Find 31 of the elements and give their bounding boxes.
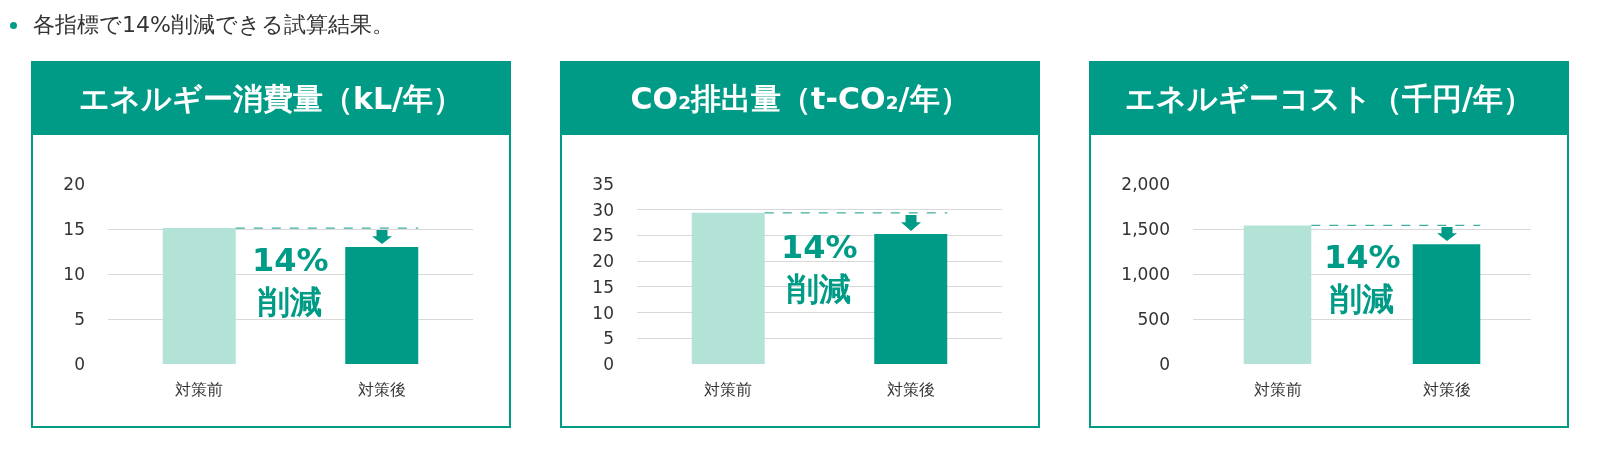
chart-title: エネルギー消費量（kL/年） <box>33 63 509 135</box>
x-tick-label: 対策前 <box>1253 380 1302 399</box>
y-tick-label: 1,500 <box>1121 218 1170 239</box>
annotation: 14% 削減 <box>252 241 329 321</box>
x-tick-label: 対策後 <box>886 380 935 399</box>
y-tick-label: 10 <box>63 263 85 284</box>
x-tick-label: 対策後 <box>357 380 406 399</box>
y-tick-label: 0 <box>603 353 614 374</box>
y-tick-label: 10 <box>592 302 614 323</box>
y-tick-label: 2,000 <box>1121 173 1170 194</box>
chart-title: CO₂排出量（t-CO₂/年） <box>562 63 1038 135</box>
x-tick-label: 対策前 <box>704 380 753 399</box>
y-tick-label: 30 <box>592 199 614 220</box>
annotation: 14% 削減 <box>781 228 858 308</box>
x-tick-label: 対策前 <box>175 380 224 399</box>
y-tick-label: 20 <box>592 251 614 272</box>
annotation: 14% 削減 <box>1324 238 1401 318</box>
y-tick-label: 35 <box>592 173 614 194</box>
y-tick-label: 20 <box>63 173 85 194</box>
y-tick-label: 5 <box>74 308 85 329</box>
y-tick-label: 15 <box>63 218 85 239</box>
y-tick-label: 15 <box>592 276 614 297</box>
chart-title: エネルギーコスト（千円/年） <box>1091 63 1567 135</box>
y-tick-label: 25 <box>592 225 614 246</box>
y-tick-label: 1,000 <box>1121 263 1170 284</box>
x-tick-label: 対策後 <box>1422 380 1471 399</box>
y-tick-label: 0 <box>74 353 85 374</box>
text: 各指標で14%削減できる試算結果。 <box>33 11 394 39</box>
y-tick-label: 500 <box>1137 308 1170 329</box>
y-tick-label: 5 <box>603 328 614 349</box>
y-tick-label: 0 <box>1159 353 1170 374</box>
